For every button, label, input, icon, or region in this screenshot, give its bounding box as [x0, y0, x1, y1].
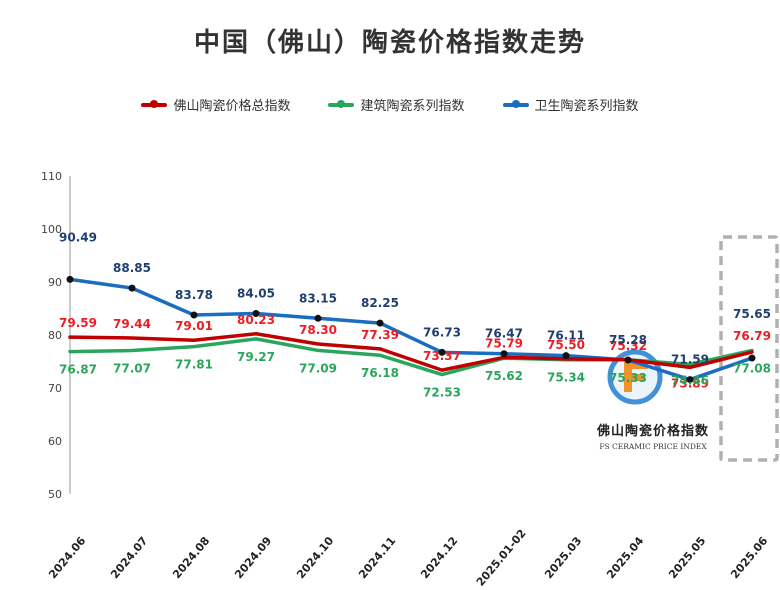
y-tick-label: 50: [48, 488, 62, 501]
data-label: 79.59: [59, 316, 97, 330]
legend-item-total: 佛山陶瓷价格总指数: [141, 95, 290, 114]
legend-label-building: 建筑陶瓷系列指数: [360, 99, 465, 114]
data-point: [252, 310, 260, 318]
y-tick-label: 60: [48, 435, 62, 448]
data-label: 76.11: [547, 329, 585, 343]
x-tick-label: 2024.07: [108, 534, 150, 581]
data-label: 75.32: [609, 339, 647, 353]
legend-label-total: 佛山陶瓷价格总指数: [173, 99, 291, 114]
y-tick-label: 70: [48, 382, 62, 395]
x-tick-label: 2024.10: [294, 534, 336, 581]
data-label: 71.59: [671, 353, 709, 367]
legend-swatch-building: [328, 99, 355, 108]
watermark: 佛山陶瓷价格指数 FS CERAMIC PRICE INDEX: [588, 420, 718, 451]
data-label: 75.79: [485, 336, 523, 350]
data-label: 76.18: [361, 366, 399, 380]
data-point: [500, 350, 508, 358]
data-label: 77.07: [113, 362, 151, 376]
legend-item-sanitary: 卫生陶瓷系列指数: [502, 95, 639, 114]
data-point: [314, 314, 322, 322]
series-line-0: [68, 332, 754, 372]
data-label: 72.53: [423, 386, 461, 400]
data-point: [438, 348, 446, 356]
data-point: [190, 311, 198, 319]
data-point: [748, 354, 756, 362]
chart-title: 中国（佛山）陶瓷价格指数走势: [193, 28, 586, 58]
data-label: 73.37: [423, 349, 461, 363]
data-label: 75.28: [609, 333, 647, 347]
data-label: 77.08: [733, 361, 771, 375]
watermark-name-cn: 佛山陶瓷价格指数: [596, 424, 709, 439]
x-tick-label: 2025.03: [542, 534, 584, 581]
data-label: 75.33: [609, 371, 647, 385]
data-label: 83.15: [299, 291, 337, 305]
data-point: [686, 376, 694, 384]
x-tick-label: 2024.12: [418, 534, 460, 581]
data-label: 76.73: [423, 325, 461, 339]
x-tick-label: 2024.08: [170, 534, 212, 581]
legend-swatch-sanitary: [502, 99, 529, 108]
data-label: 76.87: [59, 363, 97, 377]
legend-swatch-total: [141, 99, 168, 108]
watermark-name-en: FS CERAMIC PRICE INDEX: [599, 442, 707, 451]
data-label: 75.62: [485, 369, 523, 383]
data-label: 80.23: [237, 313, 275, 327]
data-label: 75.50: [547, 338, 585, 352]
data-label: 74.46: [671, 373, 709, 387]
data-point: [562, 352, 570, 360]
data-label: 79.44: [113, 317, 151, 331]
x-tick-label: 2025.01-02: [474, 527, 529, 589]
x-tick-label: 2025.04: [604, 534, 646, 581]
highlight-box: [719, 235, 779, 462]
x-tick-label: 2025.06: [728, 534, 770, 581]
y-tick-label: 110: [41, 170, 62, 183]
y-tick-label: 100: [41, 223, 62, 236]
y-tick-label: 90: [48, 276, 62, 289]
x-tick-label: 2024.11: [356, 534, 398, 581]
data-label: 77.39: [361, 328, 399, 342]
data-point: [128, 284, 136, 292]
data-label: 83.78: [175, 288, 213, 302]
data-label: 77.09: [299, 361, 337, 375]
data-point: [624, 356, 632, 364]
logo-letter-icon: [624, 362, 648, 392]
data-label: 78.30: [299, 323, 337, 337]
data-point: [66, 275, 74, 283]
data-label: 90.49: [59, 230, 97, 244]
data-label: 73.89: [671, 376, 709, 390]
data-label: 77.81: [175, 358, 213, 372]
data-label: 75.65: [733, 307, 771, 321]
series-line-2: [68, 277, 754, 382]
data-label: 76.47: [485, 327, 523, 341]
legend-item-building: 建筑陶瓷系列指数: [328, 95, 465, 114]
x-tick-label: 2024.09: [232, 534, 274, 581]
data-point: [376, 319, 384, 327]
legend: 佛山陶瓷价格总指数 建筑陶瓷系列指数 卫生陶瓷系列指数: [0, 95, 780, 114]
y-tick-label: 80: [48, 329, 62, 342]
x-tick-label: 2024.06: [46, 534, 88, 581]
data-label: 79.01: [175, 319, 213, 333]
data-label: 84.05: [237, 287, 275, 301]
legend-label-sanitary: 卫生陶瓷系列指数: [534, 99, 639, 114]
data-label: 75.34: [547, 371, 585, 385]
data-label: 76.79: [733, 329, 771, 343]
x-tick-label: 2025.05: [666, 534, 708, 581]
data-label: 82.25: [361, 296, 399, 310]
data-label: 88.85: [113, 261, 151, 275]
data-label: 79.27: [237, 350, 275, 364]
